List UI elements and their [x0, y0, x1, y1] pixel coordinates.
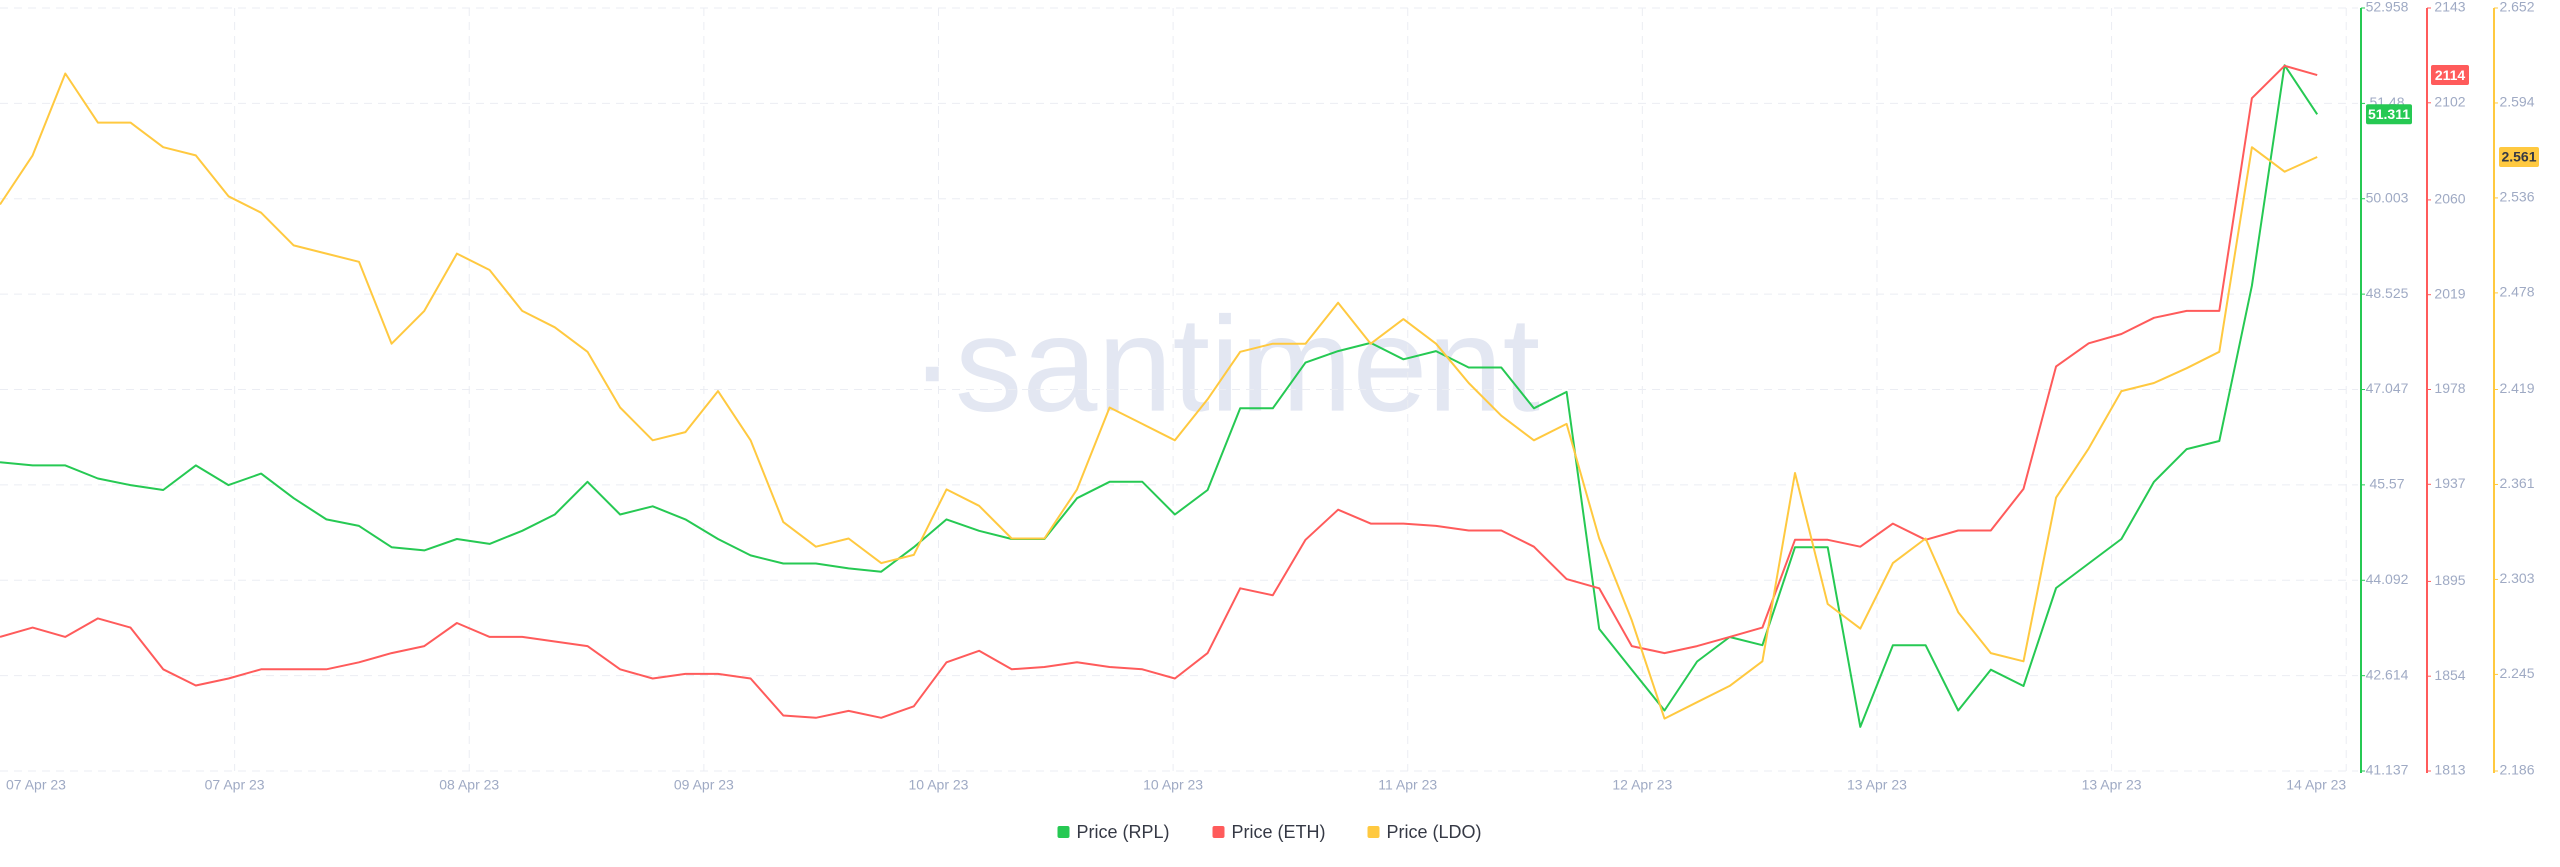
y-tick-label: 2.303: [2499, 570, 2534, 586]
y-tick-label: 1978: [2434, 380, 2465, 396]
y-tick-label: 44.092: [2366, 571, 2409, 587]
legend-label: Price (RPL): [1077, 822, 1170, 842]
y-tick-label: 2.245: [2499, 665, 2534, 681]
y-tick-label: 2.419: [2499, 380, 2534, 396]
legend-item[interactable]: Price (ETH): [1212, 822, 1326, 842]
y-tick-label: 45.57: [2369, 476, 2404, 492]
legend-swatch: [1212, 826, 1225, 838]
y-tick-label: 2060: [2434, 191, 2465, 207]
y-tick-label: 2102: [2434, 94, 2465, 110]
x-tick-label: 07 Apr 23: [205, 777, 265, 793]
legend-swatch: [1057, 826, 1070, 838]
last-value-badge: [2499, 146, 2539, 167]
y-tick-label: 1895: [2434, 572, 2465, 588]
y-tick-label: 2.652: [2499, 0, 2534, 15]
last-value-label: 2.561: [2501, 149, 2536, 165]
legend-item[interactable]: Price (LDO): [1367, 822, 1482, 842]
x-tick-label: 08 Apr 23: [439, 777, 499, 793]
y-tick-label: 1937: [2434, 475, 2465, 491]
last-value-label: 51.311: [2368, 106, 2410, 122]
y-tick-label: 2.186: [2499, 762, 2534, 778]
watermark: ·santiment: [910, 289, 1540, 440]
x-tick-label: 12 Apr 23: [1612, 777, 1672, 793]
price-line: [0, 72, 2318, 720]
last-value-badge: [2366, 104, 2412, 125]
y-tick-label: 50.003: [2366, 189, 2409, 205]
y-tick-label: 2143: [2434, 0, 2465, 15]
y-tick-label: 42.614: [2366, 666, 2409, 682]
legend-item[interactable]: Price (RPL): [1057, 822, 1170, 842]
y-tick-label: 2.361: [2499, 475, 2534, 491]
last-value-label: 2114: [2435, 67, 2466, 83]
y-tick-label: 47.047: [2366, 380, 2409, 396]
y-tick-label: 1813: [2434, 762, 2465, 778]
y-tick-label: 2019: [2434, 285, 2465, 301]
y-tick-label: 41.137: [2366, 762, 2409, 778]
y-tick-label: 2.478: [2499, 284, 2534, 300]
last-value-badge: [2431, 65, 2469, 86]
y-tick-label: 1854: [2434, 667, 2465, 683]
x-tick-label: 13 Apr 23: [2082, 777, 2142, 793]
price-line: [0, 64, 2319, 728]
x-tick-label: 13 Apr 23: [1847, 777, 1907, 793]
y-tick-label: 52.958: [2366, 0, 2409, 15]
legend-label: Price (LDO): [1387, 822, 1482, 842]
legend-label: Price (ETH): [1232, 822, 1326, 842]
y-tick-label: 2.594: [2499, 94, 2534, 110]
y-tick-label: 2.536: [2499, 189, 2534, 205]
legend-swatch: [1367, 826, 1380, 838]
x-tick-label: 14 Apr 23: [2286, 777, 2346, 793]
x-tick-label: 10 Apr 23: [909, 777, 969, 793]
x-tick-label: 07 Apr 23: [6, 777, 66, 793]
x-tick-label: 11 Apr 23: [1378, 777, 1437, 793]
price-line: [0, 64, 2318, 719]
x-tick-label: 10 Apr 23: [1143, 777, 1203, 793]
y-tick-label: 48.525: [2366, 285, 2409, 301]
x-tick-label: 09 Apr 23: [674, 777, 734, 793]
